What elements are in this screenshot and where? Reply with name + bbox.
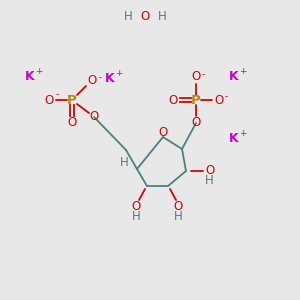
Text: -: - [201,70,205,80]
Text: O: O [168,94,178,106]
Text: H: H [124,10,132,22]
Text: K: K [105,71,115,85]
Text: H: H [158,10,166,22]
Text: H: H [174,209,182,223]
Text: +: + [115,70,123,79]
Text: P: P [67,94,77,106]
Text: O: O [44,94,54,106]
Text: O: O [173,200,183,214]
Text: O: O [191,116,201,130]
Text: H: H [132,209,140,223]
Text: H: H [120,157,128,169]
Text: -: - [224,92,228,101]
Text: K: K [25,70,35,83]
Text: O: O [68,116,76,130]
Text: H: H [205,173,213,187]
Text: K: K [229,131,239,145]
Text: P: P [191,94,201,106]
Text: O: O [191,70,201,83]
Text: O: O [206,164,214,178]
Text: O: O [89,110,99,124]
Text: -: - [98,74,102,82]
Text: O: O [131,200,141,214]
Text: O: O [87,74,97,86]
Text: +: + [239,130,247,139]
Text: O: O [140,10,150,22]
Text: K: K [229,70,239,83]
Text: +: + [239,68,247,76]
Text: -: - [56,91,58,100]
Text: O: O [214,94,224,106]
Text: O: O [158,127,168,140]
Text: +: + [35,68,43,76]
